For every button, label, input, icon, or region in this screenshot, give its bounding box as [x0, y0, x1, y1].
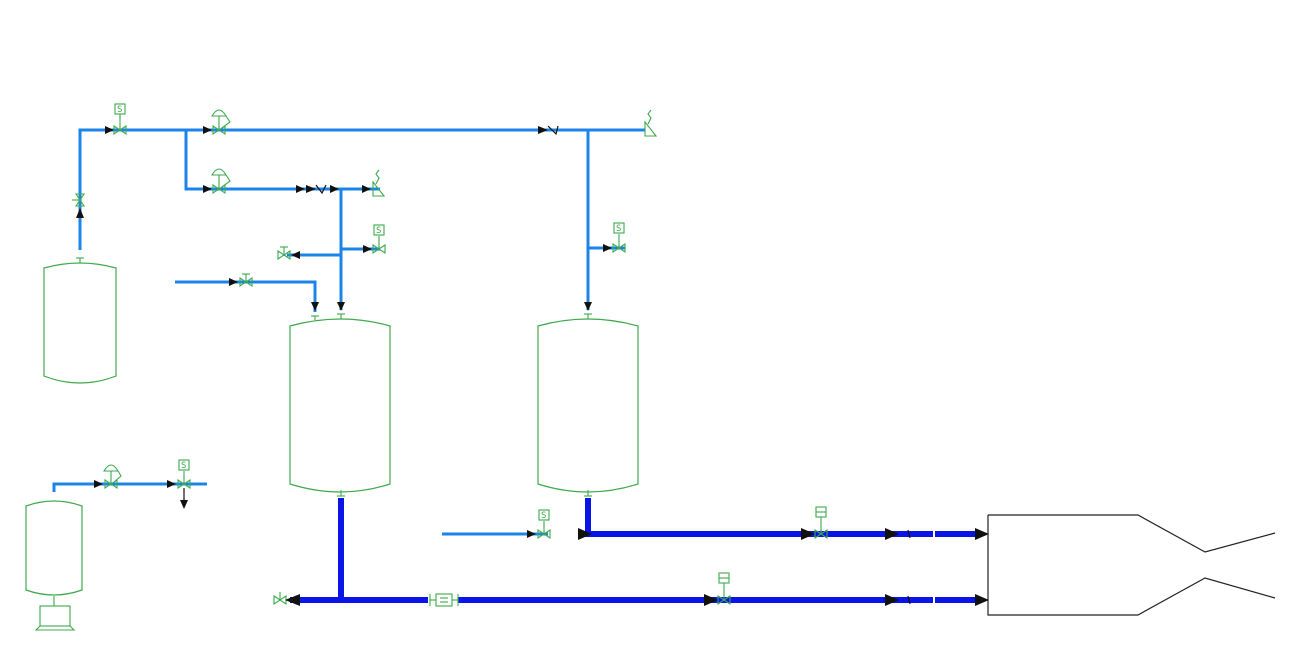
- propellant-tank-b: [537, 313, 639, 497]
- flow-arrow-icon: [311, 302, 319, 311]
- pressurant-isolation-valve[interactable]: [72, 193, 86, 207]
- propellant-tank-a: [289, 313, 391, 497]
- rocket-engine: [987, 514, 1276, 616]
- flow-arrow-icon: [363, 245, 372, 253]
- flow-arrow-icon: [291, 251, 300, 259]
- flow-arrow-icon: [362, 185, 371, 193]
- flow-arrow-icon: [885, 528, 899, 540]
- flow-arrow-icon: [337, 302, 345, 311]
- flow-arrow-icon: [330, 185, 339, 193]
- tank-a-fill-line: [175, 280, 317, 312]
- solenoid-label: S: [117, 105, 122, 115]
- check-valve-2: [306, 184, 327, 195]
- auxiliary-tank: [25, 500, 83, 631]
- flow-arrow-icon: [229, 278, 238, 286]
- flow-arrow-icon: [603, 244, 612, 252]
- solenoid-label: S: [376, 226, 381, 236]
- flow-arrow-icon: [704, 594, 718, 606]
- combustion-chamber: [988, 514, 1276, 553]
- manual-valve-1[interactable]: [239, 273, 253, 288]
- check-valve-1: [538, 125, 559, 136]
- flow-arrow-icon: [578, 528, 592, 540]
- flow-arrow-icon: [975, 594, 989, 606]
- flow-arrow-icon: [203, 126, 212, 134]
- flow-arrow-icon: [584, 302, 592, 311]
- flow-arrow-icon: [527, 530, 536, 538]
- propellant-lines: [290, 498, 980, 603]
- tank-b-feed-line: [585, 498, 980, 537]
- pressure-regulator-1[interactable]: [211, 109, 231, 136]
- flow-arrow-icon: [76, 208, 84, 218]
- injector-orifices: [907, 529, 935, 605]
- manual-valve-2[interactable]: [277, 246, 291, 261]
- small-tank-outlet-line: [52, 482, 207, 492]
- flow-meter-1: [814, 506, 828, 540]
- solenoid-valve-3[interactable]: S: [612, 222, 626, 254]
- pressure-regulator-2[interactable]: [211, 168, 231, 195]
- relief-valve-1[interactable]: [644, 109, 658, 137]
- gas-lines: [52, 128, 645, 536]
- pressurant-tank: [43, 257, 117, 384]
- flow-arrow-icon: [167, 480, 176, 488]
- flow-arrow-icon: [180, 500, 188, 509]
- filter: [429, 593, 459, 607]
- manual-valve-3[interactable]: [273, 592, 287, 606]
- solenoid-valve-4[interactable]: S: [177, 459, 191, 490]
- flow-arrow-icon: [885, 594, 899, 606]
- pressure-regulator-3[interactable]: [103, 464, 122, 490]
- solenoid-valve-2[interactable]: S: [372, 224, 386, 255]
- flow-meter-2: [717, 572, 731, 606]
- flow-arrow-icon: [801, 528, 815, 540]
- flow-arrow-icon: [296, 185, 305, 193]
- flow-arrow-icon: [94, 480, 103, 488]
- flow-arrows: [76, 126, 989, 606]
- solenoid-valve-1[interactable]: S: [113, 103, 127, 136]
- solenoid-label: S: [181, 461, 186, 471]
- flow-arrow-icon: [285, 594, 300, 606]
- relief-valve-2[interactable]: [372, 169, 386, 197]
- flow-arrow-icon: [105, 126, 114, 134]
- branch-down-line: [184, 130, 380, 191]
- solenoid-label: S: [541, 511, 546, 521]
- flow-arrow-icon: [975, 528, 989, 540]
- solenoid-label: S: [616, 224, 621, 234]
- solenoid-valve-5[interactable]: S: [537, 509, 551, 540]
- flow-arrow-icon: [203, 185, 212, 193]
